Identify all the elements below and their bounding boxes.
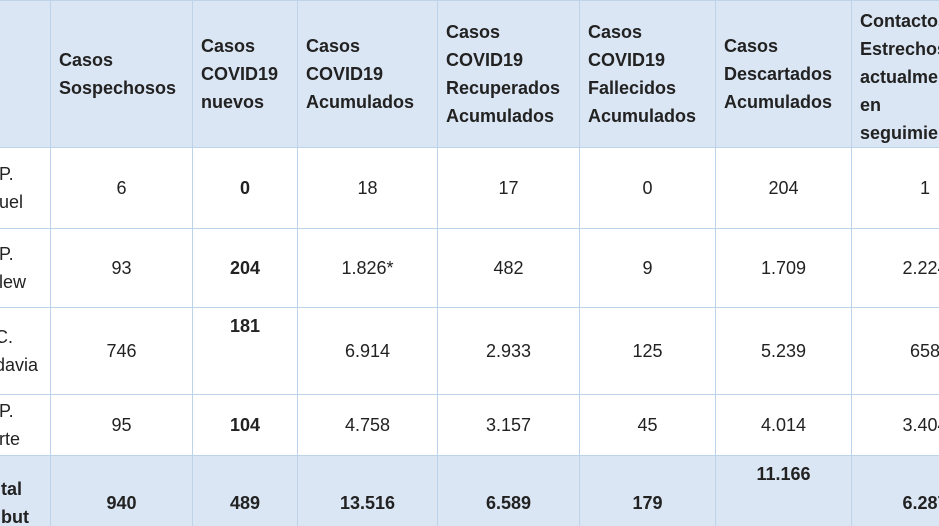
total-accumulated: 13.516: [297, 455, 438, 526]
cell-new-cases: 204: [192, 228, 298, 308]
cell-discarded: 5.239: [715, 307, 852, 395]
total-deceased: 179: [579, 455, 716, 526]
cell-new-cases: 104: [192, 394, 298, 456]
cell-close-contacts: 658: [851, 307, 939, 395]
cell-deceased: 125: [579, 307, 716, 395]
row-name: P. uel: [0, 147, 51, 229]
total-discarded: 11.166: [715, 455, 852, 526]
cell-accumulated: 4.758: [297, 394, 438, 456]
cell-recovered: 17: [437, 147, 580, 229]
total-recovered: 6.589: [437, 455, 580, 526]
total-row-name: tal but: [0, 455, 51, 526]
header-suspected: Casos Sospechosos: [50, 0, 193, 148]
cell-close-contacts: 2.224: [851, 228, 939, 308]
cell-new-cases: 181: [192, 307, 298, 395]
row-name: C. davia: [0, 307, 51, 395]
cell-discarded: 4.014: [715, 394, 852, 456]
cell-accumulated: 18: [297, 147, 438, 229]
total-row: tal but 940 489 13.516 6.589 179 11.166 …: [0, 455, 939, 526]
cell-accumulated: 1.826*: [297, 228, 438, 308]
table-row: P. lew 93 204 1.826* 482 9 1.709 2.224: [0, 228, 939, 308]
header-close-contacts: Contactos Estrechos actualmente en segui…: [851, 0, 939, 148]
cell-discarded: 1.709: [715, 228, 852, 308]
table-row: C. davia 746 181 6.914 2.933 125 5.239 6…: [0, 307, 939, 395]
cell-suspected: 746: [50, 307, 193, 395]
cell-close-contacts: 1: [851, 147, 939, 229]
cell-accumulated: 6.914: [297, 307, 438, 395]
header-deceased: Casos COVID19 Fallecidos Acumulados: [579, 0, 716, 148]
cell-deceased: 9: [579, 228, 716, 308]
cell-recovered: 482: [437, 228, 580, 308]
header-discarded: Casos Descartados Acumulados: [715, 0, 852, 148]
cell-suspected: 6: [50, 147, 193, 229]
row-name: P. rte: [0, 394, 51, 456]
total-new-cases: 489: [192, 455, 298, 526]
header-recovered: Casos COVID19 Recuperados Acumulados: [437, 0, 580, 148]
cell-deceased: 45: [579, 394, 716, 456]
total-suspected: 940: [50, 455, 193, 526]
total-close-contacts: 6.287: [851, 455, 939, 526]
cell-suspected: 93: [50, 228, 193, 308]
row-name: P. lew: [0, 228, 51, 308]
header-row: Casos Sospechosos Casos COVID19 nuevos C…: [0, 0, 939, 148]
cell-suspected: 95: [50, 394, 193, 456]
cell-new-cases: 0: [192, 147, 298, 229]
cell-discarded: 204: [715, 147, 852, 229]
cell-recovered: 2.933: [437, 307, 580, 395]
header-new-cases: Casos COVID19 nuevos: [192, 0, 298, 148]
table-row: P. uel 6 0 18 17 0 204 1: [0, 147, 939, 229]
header-accumulated: Casos COVID19 Acumulados: [297, 0, 438, 148]
cell-close-contacts: 3.404: [851, 394, 939, 456]
header-location: [0, 0, 51, 148]
cell-deceased: 0: [579, 147, 716, 229]
cell-recovered: 3.157: [437, 394, 580, 456]
table-row: P. rte 95 104 4.758 3.157 45 4.014 3.404: [0, 394, 939, 456]
